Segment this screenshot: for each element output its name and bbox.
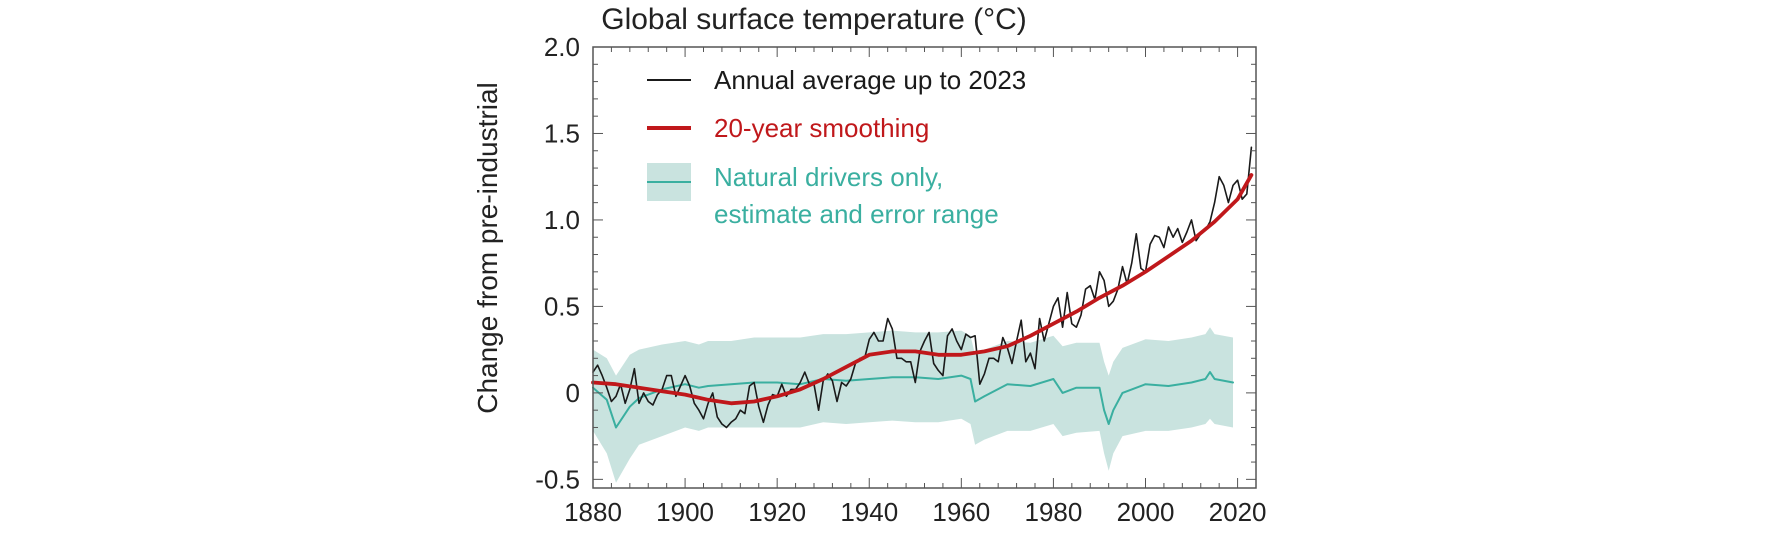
x-tick-label: 1960 xyxy=(932,497,990,527)
legend-label-natural-line2: estimate and error range xyxy=(714,199,999,229)
x-axis-tick-labels: 1880 1900 1920 1940 1960 1980 2000 2020 xyxy=(564,497,1266,527)
chart-title: Global surface temperature (°C) xyxy=(601,3,1027,36)
legend-label-annual: Annual average up to 2023 xyxy=(714,65,1026,95)
x-tick-label: 1900 xyxy=(656,497,714,527)
plot-area xyxy=(591,46,1257,489)
y-axis-label: Change from pre-industrial xyxy=(472,82,503,414)
y-axis-tick-labels: 2.0 1.5 1.0 0.5 0 -0.5 xyxy=(535,32,580,494)
legend-label-smooth: 20-year smoothing xyxy=(714,113,929,143)
series-line-annual xyxy=(592,146,1253,429)
y-tick-label: 1.0 xyxy=(544,205,580,235)
y-tick-label: 1.5 xyxy=(544,118,580,148)
series-line-smooth xyxy=(591,173,1254,406)
legend-label-natural: Natural drivers only, xyxy=(714,162,943,192)
y-tick-label: 0 xyxy=(566,378,580,408)
x-tick-label: 2000 xyxy=(1117,497,1175,527)
y-tick-label: -0.5 xyxy=(535,464,580,494)
axis-ticks xyxy=(592,46,1256,488)
natural-error-band xyxy=(593,327,1233,483)
x-tick-label: 1880 xyxy=(564,497,622,527)
series-lines xyxy=(591,146,1254,429)
y-tick-label: 0.5 xyxy=(544,291,580,321)
x-tick-label: 1920 xyxy=(748,497,806,527)
series-line-natural xyxy=(592,371,1234,429)
natural-error-band-area xyxy=(593,327,1233,483)
x-tick-label: 2020 xyxy=(1209,497,1267,527)
y-tick-label: 2.0 xyxy=(544,32,580,62)
x-tick-label: 1940 xyxy=(840,497,898,527)
legend: Annual average up to 2023 20-year smooth… xyxy=(647,65,1026,229)
x-tick-label: 1980 xyxy=(1024,497,1082,527)
